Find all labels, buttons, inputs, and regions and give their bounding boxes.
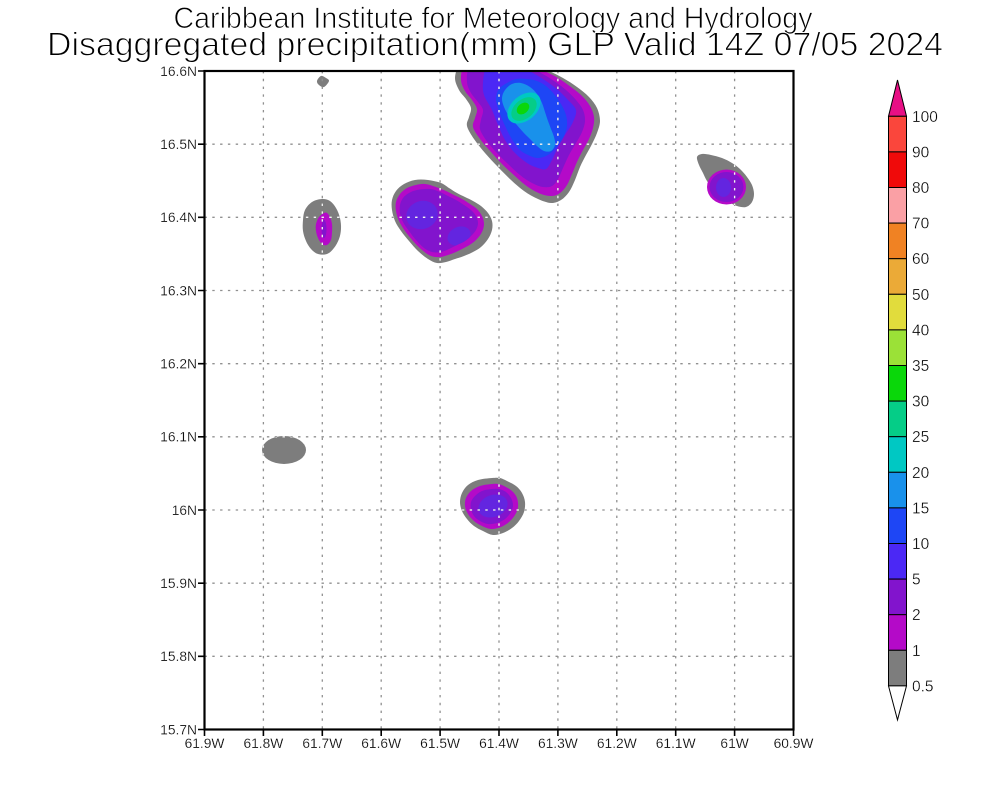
svg-text:16.6N: 16.6N bbox=[160, 64, 197, 79]
svg-text:25: 25 bbox=[912, 429, 929, 446]
svg-text:16.1N: 16.1N bbox=[160, 430, 197, 445]
svg-text:60.9W: 60.9W bbox=[774, 736, 814, 751]
svg-text:0.5: 0.5 bbox=[912, 678, 934, 695]
svg-text:90: 90 bbox=[912, 144, 930, 161]
svg-text:1: 1 bbox=[912, 643, 921, 660]
svg-text:5: 5 bbox=[912, 572, 921, 589]
svg-text:61W: 61W bbox=[720, 736, 748, 751]
svg-text:Disaggregated precipitation(mm: Disaggregated precipitation(mm) GLP Vali… bbox=[47, 25, 943, 62]
svg-text:61.1W: 61.1W bbox=[656, 736, 696, 751]
svg-text:61.8W: 61.8W bbox=[243, 736, 283, 751]
svg-text:80: 80 bbox=[912, 180, 930, 197]
svg-text:15.8N: 15.8N bbox=[160, 649, 197, 664]
svg-text:20: 20 bbox=[912, 465, 930, 482]
svg-text:61.6W: 61.6W bbox=[361, 736, 401, 751]
svg-text:10: 10 bbox=[912, 536, 930, 553]
svg-text:16N: 16N bbox=[172, 503, 197, 518]
svg-text:61.9W: 61.9W bbox=[185, 736, 225, 751]
svg-text:15: 15 bbox=[912, 500, 929, 517]
svg-text:61.5W: 61.5W bbox=[420, 736, 460, 751]
svg-text:70: 70 bbox=[912, 216, 930, 233]
svg-text:35: 35 bbox=[912, 358, 929, 375]
svg-text:60: 60 bbox=[912, 251, 930, 268]
svg-text:40: 40 bbox=[912, 322, 930, 339]
svg-text:15.7N: 15.7N bbox=[160, 722, 197, 737]
svg-text:61.4W: 61.4W bbox=[479, 736, 519, 751]
svg-text:100: 100 bbox=[912, 109, 938, 126]
svg-text:Caribbean Institute for Meteor: Caribbean Institute for Meteorology and … bbox=[174, 2, 813, 35]
svg-text:30: 30 bbox=[912, 394, 930, 411]
svg-text:16.2N: 16.2N bbox=[160, 357, 197, 372]
svg-text:2: 2 bbox=[912, 607, 921, 624]
svg-text:15.9N: 15.9N bbox=[160, 576, 197, 591]
svg-text:16.3N: 16.3N bbox=[160, 283, 197, 298]
svg-text:61.2W: 61.2W bbox=[597, 736, 637, 751]
svg-text:50: 50 bbox=[912, 287, 930, 304]
svg-text:61.7W: 61.7W bbox=[302, 736, 342, 751]
svg-text:16.4N: 16.4N bbox=[160, 210, 197, 225]
svg-text:61.3W: 61.3W bbox=[538, 736, 578, 751]
svg-text:16.5N: 16.5N bbox=[160, 137, 197, 152]
